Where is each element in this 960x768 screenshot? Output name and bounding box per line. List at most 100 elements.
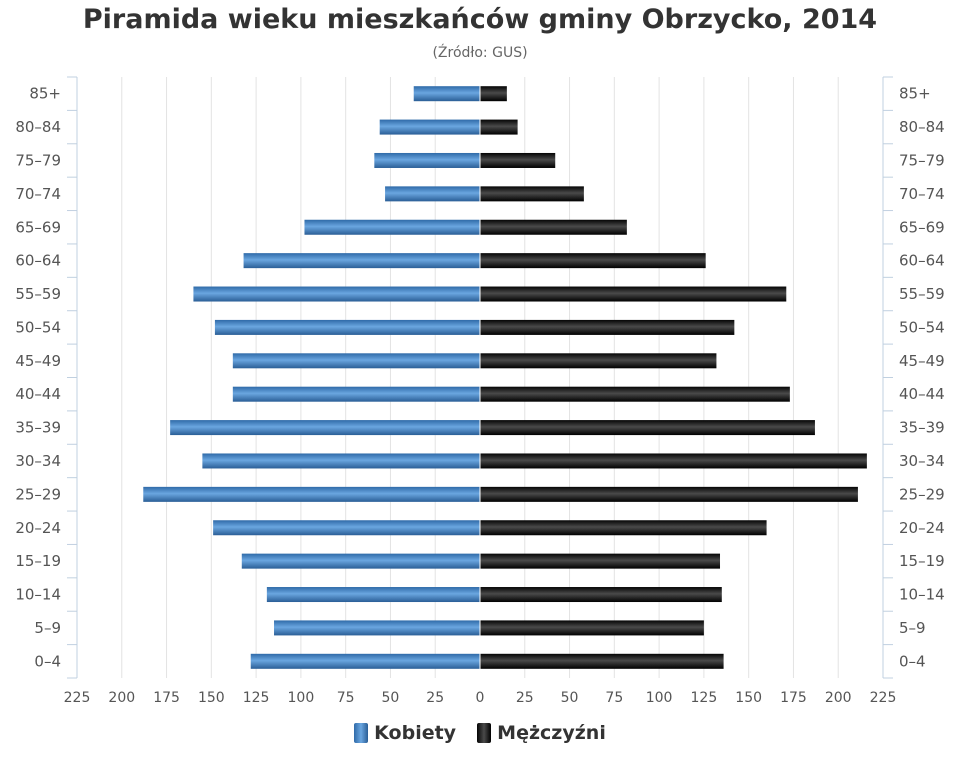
bar-kobiety — [213, 520, 480, 536]
bar-mezczyzni — [480, 253, 706, 269]
category-label-left: 5–9 — [34, 619, 61, 637]
category-label-right: 70–74 — [899, 185, 945, 203]
x-tick-label: 175 — [153, 690, 180, 706]
chart-title: Piramida wieku mieszkańców gminy Obrzyck… — [82, 4, 878, 35]
category-label-right: 40–44 — [899, 385, 945, 403]
bar-mezczyzni — [480, 520, 767, 536]
legend-swatch-kobiety — [354, 723, 369, 743]
category-label-left: 70–74 — [15, 185, 61, 203]
x-tick-label: 100 — [646, 690, 673, 706]
bar-mezczyzni — [480, 353, 717, 369]
bar-mezczyzni — [480, 119, 518, 135]
category-label-left: 50–54 — [15, 318, 61, 336]
bar-kobiety — [379, 119, 480, 135]
category-label-right: 45–49 — [899, 352, 945, 370]
bar-kobiety — [232, 353, 480, 369]
legend-label-kobiety: Kobiety — [374, 722, 457, 744]
legend-swatch-mezczyzni — [477, 723, 492, 743]
x-tick-label: 225 — [870, 690, 897, 706]
category-label-left: 55–59 — [15, 285, 61, 303]
x-tick-label: 50 — [561, 690, 579, 706]
bar-kobiety — [143, 486, 480, 502]
category-label-right: 15–19 — [899, 552, 945, 570]
x-tick-label: 125 — [243, 690, 270, 706]
x-tick-label: 200 — [108, 690, 135, 706]
bar-kobiety — [413, 86, 480, 102]
x-tick-label: 150 — [198, 690, 225, 706]
bar-kobiety — [266, 587, 480, 603]
bar-mezczyzni — [480, 186, 584, 202]
bar-mezczyzni — [480, 653, 724, 669]
bar-mezczyzni — [480, 319, 735, 335]
category-label-right: 55–59 — [899, 285, 945, 303]
category-label-left: 15–19 — [15, 552, 61, 570]
legend-item-kobiety[interactable]: Kobiety — [354, 722, 456, 744]
category-label-left: 60–64 — [15, 252, 61, 270]
bar-kobiety — [202, 453, 480, 469]
category-label-left: 80–84 — [15, 118, 61, 136]
bar-kobiety — [385, 186, 480, 202]
category-label-right: 0–4 — [899, 652, 926, 670]
bar-kobiety — [304, 219, 480, 235]
x-tick-label: 225 — [64, 690, 91, 706]
category-label-right: 65–69 — [899, 218, 945, 236]
chart-subtitle: (Źródło: GUS) — [432, 45, 528, 61]
category-label-left: 0–4 — [34, 652, 61, 670]
x-tick-label: 200 — [825, 690, 852, 706]
category-label-right: 60–64 — [899, 252, 945, 270]
category-label-left: 75–79 — [15, 151, 61, 169]
bar-mezczyzni — [480, 152, 556, 168]
bar-mezczyzni — [480, 86, 507, 102]
bar-mezczyzni — [480, 553, 721, 569]
bar-kobiety — [193, 286, 480, 302]
bar-mezczyzni — [480, 486, 858, 502]
bar-kobiety — [214, 319, 480, 335]
bar-mezczyzni — [480, 219, 627, 235]
bar-mezczyzni — [480, 286, 787, 302]
x-tick-label: 25 — [426, 690, 444, 706]
category-label-right: 10–14 — [899, 586, 945, 604]
x-tick-label: 100 — [288, 690, 315, 706]
x-tick-label: 150 — [735, 690, 762, 706]
bar-kobiety — [170, 420, 481, 436]
category-label-right: 20–24 — [899, 519, 945, 537]
bar-mezczyzni — [480, 620, 704, 636]
legend-item-mezczyzni[interactable]: Mężczyźni — [477, 722, 606, 744]
category-label-left: 20–24 — [15, 519, 61, 537]
bar-mezczyzni — [480, 386, 790, 402]
bar-kobiety — [232, 386, 480, 402]
category-label-left: 45–49 — [15, 352, 61, 370]
legend-label-mezczyzni: Mężczyźni — [497, 722, 606, 744]
bar-kobiety — [250, 653, 480, 669]
category-label-left: 40–44 — [15, 385, 61, 403]
category-label-right: 35–39 — [899, 419, 945, 437]
bar-kobiety — [374, 152, 480, 168]
category-label-right: 25–29 — [899, 485, 945, 503]
bar-kobiety — [274, 620, 480, 636]
category-label-right: 50–54 — [899, 318, 945, 336]
category-label-right: 30–34 — [899, 452, 945, 470]
category-label-left: 10–14 — [15, 586, 61, 604]
category-label-right: 5–9 — [899, 619, 926, 637]
x-tick-label: 50 — [382, 690, 400, 706]
bar-mezczyzni — [480, 453, 867, 469]
x-tick-label: 125 — [691, 690, 718, 706]
category-label-right: 85+ — [899, 85, 931, 103]
bar-kobiety — [241, 553, 480, 569]
category-label-left: 35–39 — [15, 419, 61, 437]
bar-mezczyzni — [480, 587, 722, 603]
bar-mezczyzni — [480, 420, 815, 436]
bar-kobiety — [243, 253, 480, 269]
legend: Kobiety Mężczyźni — [0, 722, 960, 747]
category-label-left: 65–69 — [15, 218, 61, 236]
category-label-right: 80–84 — [899, 118, 945, 136]
category-label-left: 30–34 — [15, 452, 61, 470]
category-label-left: 85+ — [29, 85, 61, 103]
x-tick-label: 175 — [780, 690, 807, 706]
x-tick-label: 75 — [605, 690, 623, 706]
x-tick-label: 0 — [476, 690, 485, 706]
x-tick-label: 75 — [337, 690, 355, 706]
category-label-right: 75–79 — [899, 151, 945, 169]
category-label-left: 25–29 — [15, 485, 61, 503]
